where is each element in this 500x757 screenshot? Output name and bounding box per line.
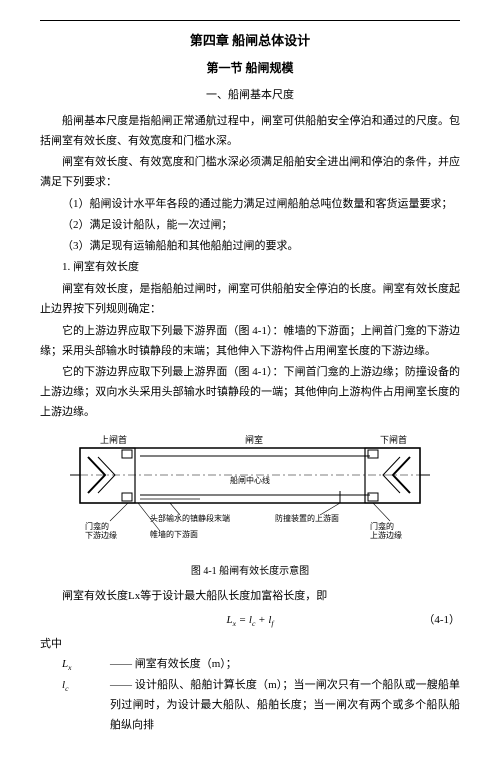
paragraph: 它的上游边界应取下列最下游界面（图 4-1）：帷墙的下游面；上闸首门龛的下游边缘… — [40, 322, 460, 362]
subheading: 1. 闸室有效长度 — [40, 258, 460, 278]
paragraph: 它的下游边界应取下列最上游界面（图 4-1）：下闸首门龛的上游边缘；防撞设备的上… — [40, 363, 460, 422]
paragraph: 闸室有效长度Lx等于设计最大船队长度加富裕长度，即 — [40, 587, 460, 607]
label-weir-ds: 帷墙的下游面 — [150, 529, 198, 539]
def-symbol: lc — [40, 676, 110, 735]
section-title: 第一节 船闸规模 — [40, 58, 460, 80]
defs-lead: 式中 — [40, 635, 110, 655]
label-centerline: 船闸中心线 — [230, 475, 270, 485]
def-symbol: Lx — [40, 655, 110, 675]
label-gate-ds: 门龛的 下游边缘 — [85, 521, 117, 540]
label-gate-us: 门龛的 上游边缘 — [370, 521, 402, 540]
label-lower-gate: 下闸首 — [380, 434, 407, 445]
list-item: （2）满足设计船队，能一次过闸； — [40, 216, 460, 236]
formula: Lx = lc + lf （4-1） — [40, 611, 460, 631]
figure-caption: 图 4-1 船闸有效长度示意图 — [40, 563, 460, 581]
subsection-title: 一、船闸基本尺度 — [40, 86, 460, 106]
paragraph: 闸室有效长度、有效宽度和门槛水深必须满足船舶安全进出闸和停泊的条件，并应满足下列… — [40, 153, 460, 193]
formula-number: （4-1） — [334, 611, 460, 631]
lock-diagram: 上闸首 闸室 下闸首 船闸中心线 — [60, 433, 440, 553]
paragraph: 闸室有效长度，是指船舶过闸时，闸室可供船舶安全停泊的长度。闸室有效长度起止边界按… — [40, 280, 460, 320]
def-text: —— 设计船队、船舶计算长度（m）；当一闸次只有一个船队或一艘船单列过闸时，为设… — [110, 676, 460, 735]
definition-row: Lx —— 闸室有效长度（m）； — [40, 655, 460, 675]
chapter-title: 第四章 船闸总体设计 — [40, 29, 460, 52]
formula-expr: Lx = lc + lf — [166, 611, 334, 631]
label-upper-gate: 上闸首 — [100, 434, 127, 445]
label-head-end: 头部输水的镇静段末端 — [150, 513, 230, 523]
label-chamber: 闸室 — [245, 434, 263, 445]
list-item: （3）满足现有运输船舶和其他船舶过闸的要求。 — [40, 237, 460, 257]
list-item: （1）船闸设计水平年各段的通过能力满足过闸船舶总吨位数量和客货运量要求； — [40, 195, 460, 215]
definition-row: lc —— 设计船队、船舶计算长度（m）；当一闸次只有一个船队或一艘船单列过闸时… — [40, 676, 460, 735]
def-text: —— 闸室有效长度（m）； — [110, 655, 460, 675]
label-anti-collision: 防撞装置的上游面 — [275, 513, 339, 523]
paragraph: 船闸基本尺度是指船闸正常通航过程中，闸室可供船舶安全停泊和通过的尺度。包括闸室有… — [40, 112, 460, 152]
